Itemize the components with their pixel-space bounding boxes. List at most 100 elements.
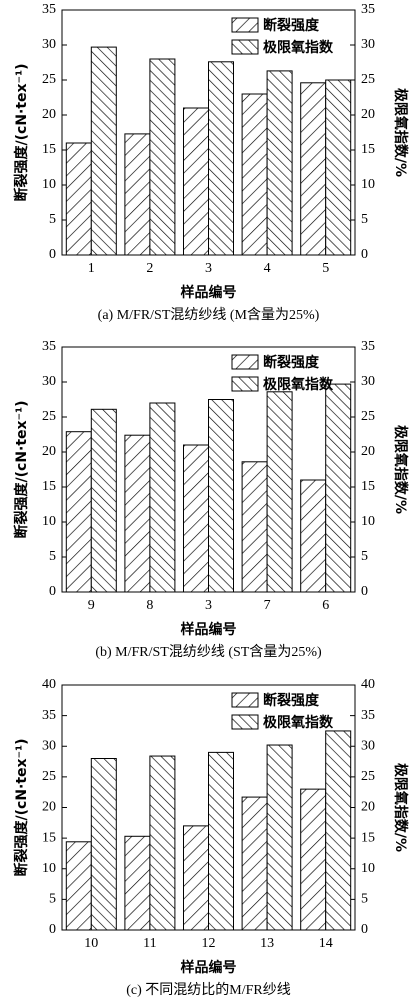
y2-tick-label: 25 bbox=[361, 409, 375, 424]
y2-axis-label: 极限氧指数/% bbox=[392, 425, 409, 514]
x-tick-label: 14 bbox=[319, 936, 333, 951]
bar bbox=[241, 796, 268, 931]
legend-swatch bbox=[231, 354, 259, 370]
legend-swatch bbox=[231, 39, 259, 55]
bar bbox=[149, 402, 176, 593]
bar bbox=[65, 841, 92, 931]
x-tick-label: 8 bbox=[146, 598, 153, 613]
bar bbox=[300, 82, 327, 256]
bar bbox=[208, 399, 234, 593]
bar bbox=[124, 434, 151, 593]
bar bbox=[266, 70, 293, 256]
x-tick-label: 13 bbox=[260, 936, 274, 951]
x-axis-label: 样品编号 bbox=[181, 621, 237, 638]
bar bbox=[183, 825, 209, 931]
y2-tick-label: 0 bbox=[361, 584, 368, 599]
bar bbox=[325, 730, 352, 931]
y2-tick-label: 20 bbox=[361, 800, 375, 815]
bar bbox=[325, 79, 352, 256]
y-tick-label: 20 bbox=[42, 444, 56, 459]
y2-tick-label: 5 bbox=[361, 549, 368, 564]
y2-tick-label: 10 bbox=[361, 514, 375, 529]
bar bbox=[266, 744, 293, 931]
x-tick-label: 11 bbox=[143, 936, 156, 951]
y-tick-label: 0 bbox=[49, 584, 56, 599]
y2-tick-label: 35 bbox=[361, 2, 375, 17]
y2-tick-label: 15 bbox=[361, 142, 375, 157]
x-tick-label: 4 bbox=[264, 261, 271, 276]
y2-tick-label: 15 bbox=[361, 830, 375, 845]
chart-panel: 0 5 10 15 20 25 30 35 0 5 10 15 20 25 30 35 1 2 3 4 5 断裂强度极限氧… bbox=[13, 2, 409, 323]
legend-label: 断裂强度 bbox=[263, 17, 320, 34]
bar bbox=[208, 751, 234, 931]
y-tick-label: 0 bbox=[49, 922, 56, 937]
x-tick-label: 6 bbox=[322, 598, 329, 613]
chart-panel: 0 5 10 15 20 25 30 35 40 0 5 10 15 20 25 30 35 40 10 11 12 13… bbox=[13, 677, 409, 998]
x-axis-label: 样品编号 bbox=[181, 284, 237, 301]
y-tick-label: 40 bbox=[42, 677, 56, 692]
y-tick-label: 5 bbox=[49, 212, 56, 227]
y2-tick-label: 35 bbox=[361, 708, 375, 723]
y-tick-label: 35 bbox=[42, 339, 56, 354]
y-tick-label: 10 bbox=[42, 177, 56, 192]
y2-tick-label: 30 bbox=[361, 37, 375, 52]
legend-label: 断裂强度 bbox=[263, 354, 320, 371]
y-tick-label: 10 bbox=[42, 514, 56, 529]
x-axis-label: 样品编号 bbox=[181, 959, 237, 976]
y2-tick-label: 20 bbox=[361, 444, 375, 459]
y2-tick-label: 15 bbox=[361, 479, 375, 494]
legend-swatch bbox=[231, 714, 259, 730]
bar bbox=[149, 755, 176, 931]
y-axis-label: 断裂强度/(cN·tex⁻¹) bbox=[13, 739, 30, 877]
legend-swatch bbox=[231, 17, 259, 33]
legend-label: 极限氧指数 bbox=[263, 39, 334, 56]
bar bbox=[90, 46, 117, 256]
y2-tick-label: 20 bbox=[361, 107, 375, 122]
legend-swatch bbox=[231, 376, 259, 392]
bar bbox=[183, 107, 209, 256]
y-tick-label: 30 bbox=[42, 738, 56, 753]
caption: (a) M/FR/ST混纺纱线 (M含量为25%) bbox=[98, 307, 320, 323]
bar bbox=[124, 835, 151, 931]
bar bbox=[124, 133, 151, 256]
y-axis-label: 断裂强度/(cN·tex⁻¹) bbox=[13, 64, 30, 202]
y-tick-label: 5 bbox=[49, 549, 56, 564]
legend-label: 极限氧指数 bbox=[263, 714, 334, 731]
bar bbox=[65, 431, 92, 593]
y-tick-label: 15 bbox=[42, 142, 56, 157]
y-axis-label: 断裂强度/(cN·tex⁻¹) bbox=[13, 401, 30, 539]
bar bbox=[183, 444, 209, 593]
y2-axis-label: 极限氧指数/% bbox=[392, 763, 409, 852]
x-tick-label: 5 bbox=[322, 261, 329, 276]
y-tick-label: 20 bbox=[42, 107, 56, 122]
bar bbox=[90, 408, 117, 593]
y2-tick-label: 35 bbox=[361, 339, 375, 354]
bar bbox=[241, 93, 268, 256]
y2-tick-label: 40 bbox=[361, 677, 375, 692]
y-tick-label: 25 bbox=[42, 72, 56, 87]
caption: (c) 不同混纺比的M/FR纱线 bbox=[126, 982, 291, 998]
bar bbox=[65, 142, 92, 256]
y-tick-label: 10 bbox=[42, 861, 56, 876]
y2-tick-label: 30 bbox=[361, 738, 375, 753]
y-tick-label: 20 bbox=[42, 800, 56, 815]
legend-label: 断裂强度 bbox=[263, 692, 320, 709]
bar bbox=[266, 391, 293, 593]
x-tick-label: 1 bbox=[88, 261, 95, 276]
y-tick-label: 25 bbox=[42, 769, 56, 784]
x-tick-label: 3 bbox=[205, 261, 212, 276]
y2-tick-label: 30 bbox=[361, 374, 375, 389]
x-tick-label: 3 bbox=[205, 598, 212, 613]
y-tick-label: 15 bbox=[42, 479, 56, 494]
y-tick-label: 15 bbox=[42, 830, 56, 845]
legend-label: 极限氧指数 bbox=[263, 376, 334, 393]
chart-panel: 0 5 10 15 20 25 30 35 0 5 10 15 20 25 30 35 9 8 3 7 6 断裂强度极限氧… bbox=[13, 339, 409, 660]
y-tick-label: 0 bbox=[49, 247, 56, 262]
y-tick-label: 30 bbox=[42, 374, 56, 389]
bar bbox=[325, 383, 352, 593]
y2-tick-label: 0 bbox=[361, 922, 368, 937]
y-tick-label: 5 bbox=[49, 892, 56, 907]
y-tick-label: 35 bbox=[42, 2, 56, 17]
y2-tick-label: 5 bbox=[361, 212, 368, 227]
